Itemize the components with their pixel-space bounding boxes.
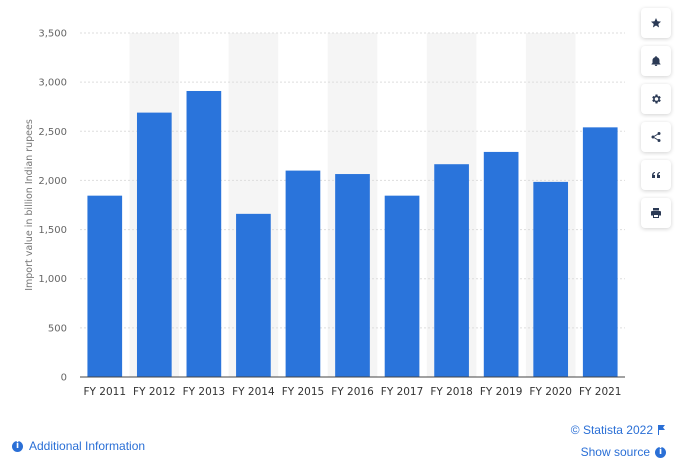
y-axis-label: Import value in billion Indian rupees: [24, 119, 35, 291]
info-icon: i: [12, 440, 23, 452]
y-tick-label: 1,000: [38, 274, 67, 285]
x-tick-label: FY 2016: [331, 386, 374, 398]
share-icon: [651, 132, 661, 142]
x-tick-label: FY 2011: [84, 386, 127, 398]
settings-button[interactable]: [641, 84, 671, 114]
y-tick-label: 500: [48, 323, 67, 334]
toolbar-sidebar: [641, 8, 673, 236]
flag-icon: [658, 425, 665, 435]
additional-information-label: Additional Information: [29, 439, 146, 453]
notification-button[interactable]: [641, 46, 671, 76]
bar[interactable]: [533, 181, 569, 377]
star-icon: [651, 18, 661, 28]
favorite-button[interactable]: [641, 8, 671, 38]
bar[interactable]: [285, 170, 321, 377]
y-tick-label: 2,500: [38, 127, 67, 138]
y-tick-label: 2,000: [38, 176, 67, 187]
y-axis-ticks: 0 500 1,000 1,500 2,000 2,500 3,000 3,500: [38, 29, 67, 384]
footer-links: © Statista 2022 Show source i: [571, 421, 666, 465]
y-tick-label: 3,500: [38, 29, 67, 40]
share-button[interactable]: [641, 122, 671, 152]
cite-button[interactable]: [641, 160, 671, 190]
x-tick-label: FY 2020: [529, 386, 572, 398]
y-tick-label: 3,000: [38, 78, 67, 89]
y-tick-label: 0: [61, 373, 67, 384]
print-icon: [651, 208, 661, 218]
bell-icon: [651, 56, 661, 66]
bar[interactable]: [335, 174, 370, 377]
y-tick-label: 1,500: [38, 225, 67, 236]
bar[interactable]: [136, 112, 172, 378]
x-tick-label: FY 2017: [381, 386, 424, 398]
x-tick-label: FY 2015: [282, 386, 325, 398]
x-tick-label: FY 2014: [232, 386, 275, 398]
show-source-link[interactable]: Show source: [580, 445, 650, 459]
bar-chart: 0 500 1,000 1,500 2,000 2,500 3,000 3,500 FY 20…: [24, 29, 625, 398]
additional-information-link[interactable]: i Additional Information: [12, 439, 145, 453]
x-tick-label: FY 2013: [183, 386, 226, 398]
bar[interactable]: [483, 151, 519, 377]
info-icon: i: [655, 446, 666, 458]
bar[interactable]: [384, 195, 420, 377]
x-tick-label: FY 2018: [430, 386, 473, 398]
bar[interactable]: [434, 164, 469, 377]
print-button[interactable]: [641, 198, 671, 228]
x-tick-label: FY 2021: [579, 386, 622, 398]
x-tick-label: FY 2012: [133, 386, 176, 398]
bar[interactable]: [186, 90, 222, 377]
x-tick-label: FY 2019: [480, 386, 523, 398]
bars: [87, 90, 618, 378]
bar[interactable]: [87, 195, 123, 377]
gear-icon: [652, 94, 661, 104]
bar[interactable]: [236, 213, 271, 377]
x-axis-ticks: FY 2011 FY 2012 FY 2013 FY 2014 FY 2015 FY 20…: [84, 386, 622, 398]
bar[interactable]: [582, 127, 618, 378]
quote-icon: [652, 172, 660, 178]
copyright-link[interactable]: © Statista 2022: [570, 423, 653, 437]
